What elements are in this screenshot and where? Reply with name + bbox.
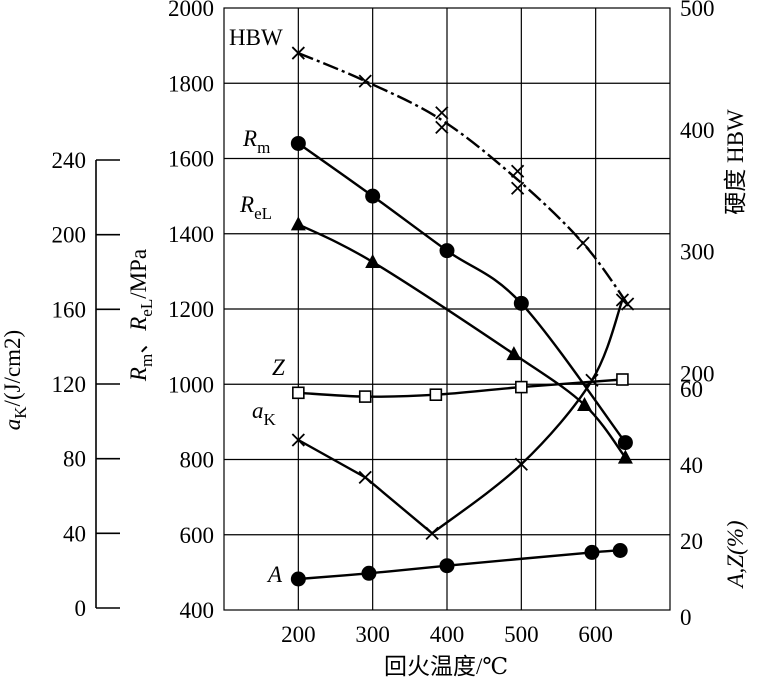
rel-label-r: R [239,192,254,217]
series-hbw-line [297,51,629,305]
elongation-tick-label: 20 [680,529,703,554]
series-hbw-point [358,74,372,88]
curves [297,51,629,581]
series-label-hbw: HBW [229,25,283,50]
ak-label-sub: K [264,410,277,429]
strength-title-sub2: eL [137,299,156,317]
series-z-point [429,388,443,402]
rel-label-sub: eL [254,204,272,223]
series-a-point [361,565,377,581]
series-rm-point [365,188,381,204]
series-rm-point [290,135,306,151]
hardness-tick-label: 200 [680,361,715,386]
impact-tick-label: 40 [63,521,86,546]
strength-tick-label: 2000 [168,0,214,21]
series-a-point [612,543,628,558]
series-hbw-point [291,46,305,60]
series-label-rel: ReL [239,192,272,223]
series-ak-point [585,373,599,387]
strength-tick-label: 1000 [168,372,214,397]
x-tick-label: 200 [281,622,316,647]
series-a-point [439,558,455,574]
x-tick-label: 300 [355,622,390,647]
x-tick-label: 600 [578,622,613,647]
strength-tick-label: 1400 [168,222,214,247]
impact-tick-label: 160 [52,297,87,322]
series-rel-line [297,223,627,459]
strength-tick-label: 1800 [168,71,214,96]
elongation-axis-title: A,Z(%) [723,520,748,589]
strength-title-sep: 、 [126,331,151,354]
series-label-ak: aK [252,398,277,429]
strength-title-r2: R [126,317,151,332]
strength-title-unit: /MPa [126,249,151,299]
series-label-rm: Rm [242,126,270,157]
series-ak-point [615,293,630,307]
strength-tick-label: 1200 [168,297,214,322]
impact-tick-label: 0 [75,596,87,621]
hardness-axis-title: 硬度 HBW [723,109,748,215]
strength-tick-label: 600 [180,523,215,548]
series-hbw-point [435,106,449,120]
strength-tick-label: 1600 [168,147,214,172]
impact-tick-label: 120 [52,372,87,397]
axes: 200 300 400 500 6004006008001000120014001600… [52,0,715,647]
series-rel-point [506,346,522,361]
series-rel-point [617,449,633,464]
series-z-point [616,373,629,386]
strength-axis-title: Rm、ReL/MPa [126,249,156,382]
series-z-point [358,390,372,403]
elongation-tick-label: 60 [680,377,703,402]
x-tick-label: 400 [430,622,465,647]
impact-axis-title: aK/(J/cm2) [0,330,30,430]
series-hbw-point [510,181,525,195]
series-rm-point [513,295,529,311]
strength-title-r1: R [126,367,151,382]
impact-tick-label: 240 [52,148,87,173]
rm-label-r: R [242,126,257,151]
impact-tick-label: 80 [63,447,86,472]
impact-title-sub: K [11,406,30,419]
series-rel-point [365,253,381,268]
series-rm-point [439,243,455,259]
plot-grid [223,7,671,611]
strength-title-sub1: m [137,354,156,367]
hardness-tick-label: 500 [680,0,715,21]
markers [290,46,635,587]
series-a-point [290,571,306,587]
series-rel-point [290,216,306,231]
x-axis-title: 回火温度/℃ [384,654,508,679]
strength-tick-label: 800 [180,448,215,473]
labels: 回火温度/℃ 硬度 HBW A,Z(%) Rm、ReL/MPa aK/(J/cm… [0,25,748,679]
series-rm-line [297,142,627,444]
series-hbw-point [510,164,525,178]
series-ak-point [291,433,305,447]
series-rel-point [577,396,593,411]
impact-tick-label: 200 [52,223,87,248]
series-a-line [298,549,621,581]
x-tick-label: 500 [504,622,539,647]
hardness-tick-label: 400 [680,118,715,143]
impact-title-unit: /(J/cm2) [0,330,25,407]
series-ak-point [358,470,372,484]
impact-title-a: a [0,419,25,431]
series-hbw-point [435,120,449,135]
series-label-a: A [266,562,283,587]
series-z-point [292,386,305,400]
series-ak-line [297,299,624,535]
elongation-tick-label: 0 [680,605,692,630]
rm-label-sub: m [257,138,270,157]
strength-tick-label: 400 [180,598,215,623]
series-hbw-point [576,236,590,250]
hardness-tick-label: 300 [680,240,715,265]
series-label-z: Z [272,355,285,380]
series-a-point [584,544,600,560]
ak-label-a: a [252,398,264,423]
elongation-tick-label: 40 [680,453,703,478]
series-z-point [515,380,528,394]
series-rm-point [617,435,633,451]
series-ak-point [514,457,528,471]
series-ak-point [425,526,439,540]
